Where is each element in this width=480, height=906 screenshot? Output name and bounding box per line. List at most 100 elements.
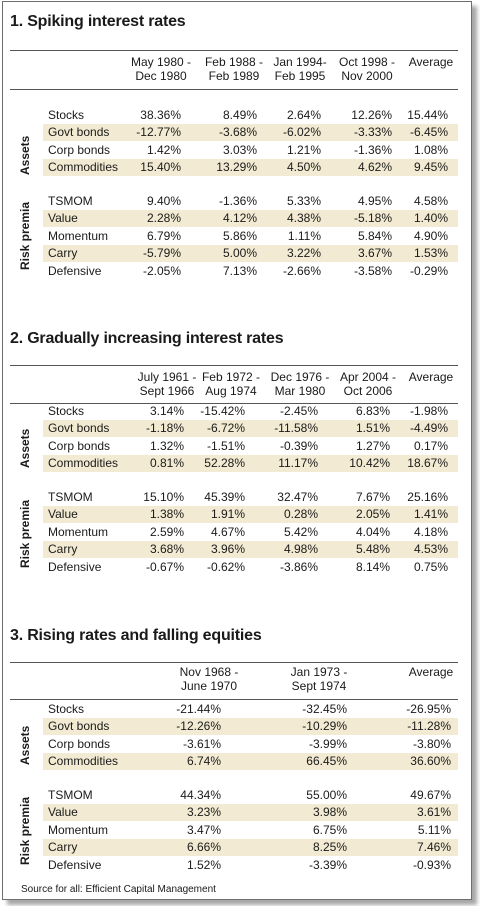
value-cell: -32.45% xyxy=(302,702,347,716)
row-label: TSMOM xyxy=(48,490,93,504)
value-cell: 2.28% xyxy=(146,211,181,226)
value-cell: 10.42% xyxy=(349,456,390,471)
row-group-label: Assets xyxy=(18,135,32,175)
value-cell: -1.18% xyxy=(145,421,184,436)
value-cell: -11.58% xyxy=(274,421,318,436)
column-header: Average xyxy=(371,55,480,69)
value-cell: -1.51% xyxy=(206,438,245,453)
row-label: Corp bonds xyxy=(48,736,111,751)
value-cell: 1.32% xyxy=(149,438,184,453)
value-cell: 5.11% xyxy=(417,822,451,837)
table-row: TSMOM 44.34% 55.00% 49.67% xyxy=(43,787,458,804)
value-cell: 32.47% xyxy=(277,490,318,504)
value-cell: -0.67% xyxy=(145,559,184,574)
column-header: May 1980 - Dec 1980 xyxy=(101,55,221,83)
value-cell: 3.61% xyxy=(416,805,451,820)
value-cell: 12.26% xyxy=(351,108,392,122)
table-row: Value 1.38% 1.91% 0.28% 2.05% 1.41% xyxy=(43,506,458,524)
value-cell: -12.26% xyxy=(176,719,221,734)
header-top-rule xyxy=(10,662,458,663)
value-cell: -5.79% xyxy=(142,246,181,261)
value-cell: 7.67% xyxy=(355,490,390,504)
value-cell: 6.66% xyxy=(186,840,221,855)
header-top-rule xyxy=(10,365,458,366)
row-label: Stocks xyxy=(48,404,85,418)
table-row: Carry 3.68% 3.96% 4.98% 5.48% 4.53% xyxy=(43,541,458,559)
row-label: Defensive xyxy=(48,263,102,278)
row-label: Stocks xyxy=(48,702,85,716)
value-cell: 4.18% xyxy=(413,524,448,539)
value-cell: 0.17% xyxy=(413,438,448,453)
value-cell: 1.11% xyxy=(287,228,321,243)
value-cell: 66.45% xyxy=(306,754,347,769)
row-group-label: Assets xyxy=(18,725,32,765)
header-bottom-rule xyxy=(10,699,458,700)
row-label: Value xyxy=(48,805,78,820)
column-header-line: Average xyxy=(408,55,454,69)
value-cell: 1.51% xyxy=(355,421,390,436)
table-row: Momentum 2.59% 4.67% 5.42% 4.04% 4.18% xyxy=(43,524,458,541)
row-label: Momentum xyxy=(48,228,109,243)
value-cell: 5.00% xyxy=(222,246,257,261)
column-header-line: Feb 1989 xyxy=(208,69,260,83)
row-label: Commodities xyxy=(48,456,119,471)
value-cell: 4.04% xyxy=(355,524,390,539)
column-header-line: Feb 1988 - xyxy=(204,55,264,69)
value-cell: -10.29% xyxy=(302,719,347,734)
column-header-line: Mar 1980 xyxy=(274,384,326,398)
value-cell: 18.67% xyxy=(407,456,448,471)
value-cell: -3.68% xyxy=(218,125,257,140)
table-row: Commodities 6.74% 66.45% 36.60% xyxy=(43,753,458,771)
value-cell: 4.95% xyxy=(357,194,392,208)
row-label: Carry xyxy=(48,246,78,261)
column-header-line: Average xyxy=(408,370,454,384)
value-cell: -6.72% xyxy=(206,421,245,436)
row-label: Corp bonds xyxy=(48,142,111,157)
section-title: 2. Gradually increasing interest rates xyxy=(10,330,284,347)
table-row: Defensive -2.05% 7.13% -2.66% -3.58% -0.29% xyxy=(43,263,458,280)
value-cell: -3.99% xyxy=(308,736,347,751)
table-row: Value 3.23% 3.98% 3.61% xyxy=(43,804,458,822)
row-label: Govt bonds xyxy=(48,421,110,436)
value-cell: 38.36% xyxy=(140,108,181,122)
value-cell: 1.53% xyxy=(413,246,448,261)
row-label: Stocks xyxy=(48,108,85,122)
table-row: Commodities 0.81% 52.28% 11.17% 10.42% 18.67% xyxy=(43,455,458,473)
value-cell: 4.98% xyxy=(283,542,318,557)
value-cell: 1.21% xyxy=(286,142,321,157)
row-label: Commodities xyxy=(48,754,119,769)
row-label: TSMOM xyxy=(48,788,93,802)
value-cell: 5.48% xyxy=(355,542,390,557)
table-row: TSMOM 15.10% 45.39% 32.47% 7.67% 25.16% xyxy=(43,489,458,506)
value-cell: 15.44% xyxy=(407,108,448,122)
column-header-line: Sept 1974 xyxy=(291,679,347,693)
header-bottom-rule xyxy=(10,89,458,90)
value-cell: 49.67% xyxy=(410,788,451,802)
value-cell: 7.13% xyxy=(222,263,257,278)
row-label: TSMOM xyxy=(48,194,93,208)
value-cell: -3.61% xyxy=(182,736,221,751)
value-cell: 3.47% xyxy=(186,822,221,837)
row-label: Value xyxy=(48,507,78,522)
value-cell: -4.49% xyxy=(409,421,448,436)
value-cell: 5.84% xyxy=(357,228,392,243)
column-header-line: Jan 1973 - xyxy=(290,665,348,679)
value-cell: -6.02% xyxy=(282,125,321,140)
column-header-line: Aug 1974 xyxy=(205,384,257,398)
value-cell: 52.28% xyxy=(204,456,245,471)
value-cell: -3.39% xyxy=(308,857,347,872)
value-cell: 55.00% xyxy=(306,788,347,802)
value-cell: -1.36% xyxy=(353,142,392,157)
value-cell: 11.17% xyxy=(278,456,318,471)
value-cell: 3.98% xyxy=(312,805,347,820)
table-row: Stocks 3.14% -15.42% -2.45% 6.83% -1.98% xyxy=(43,403,458,420)
row-label: Defensive xyxy=(48,857,102,872)
column-header-line: Dec 1980 xyxy=(135,69,187,83)
value-cell: -3.80% xyxy=(412,736,451,751)
column-header-line: Sept 1966 xyxy=(139,384,195,398)
table-row: Defensive 1.52% -3.39% -0.93% xyxy=(43,857,458,874)
value-cell: 3.68% xyxy=(149,542,184,557)
table-row: Govt bonds -1.18% -6.72% -11.58% 1.51% -4.49% xyxy=(43,420,458,438)
value-cell: -21.44% xyxy=(176,702,221,716)
table-row: Momentum 6.79% 5.86% 1.11% 5.84% 4.90% xyxy=(43,228,458,245)
